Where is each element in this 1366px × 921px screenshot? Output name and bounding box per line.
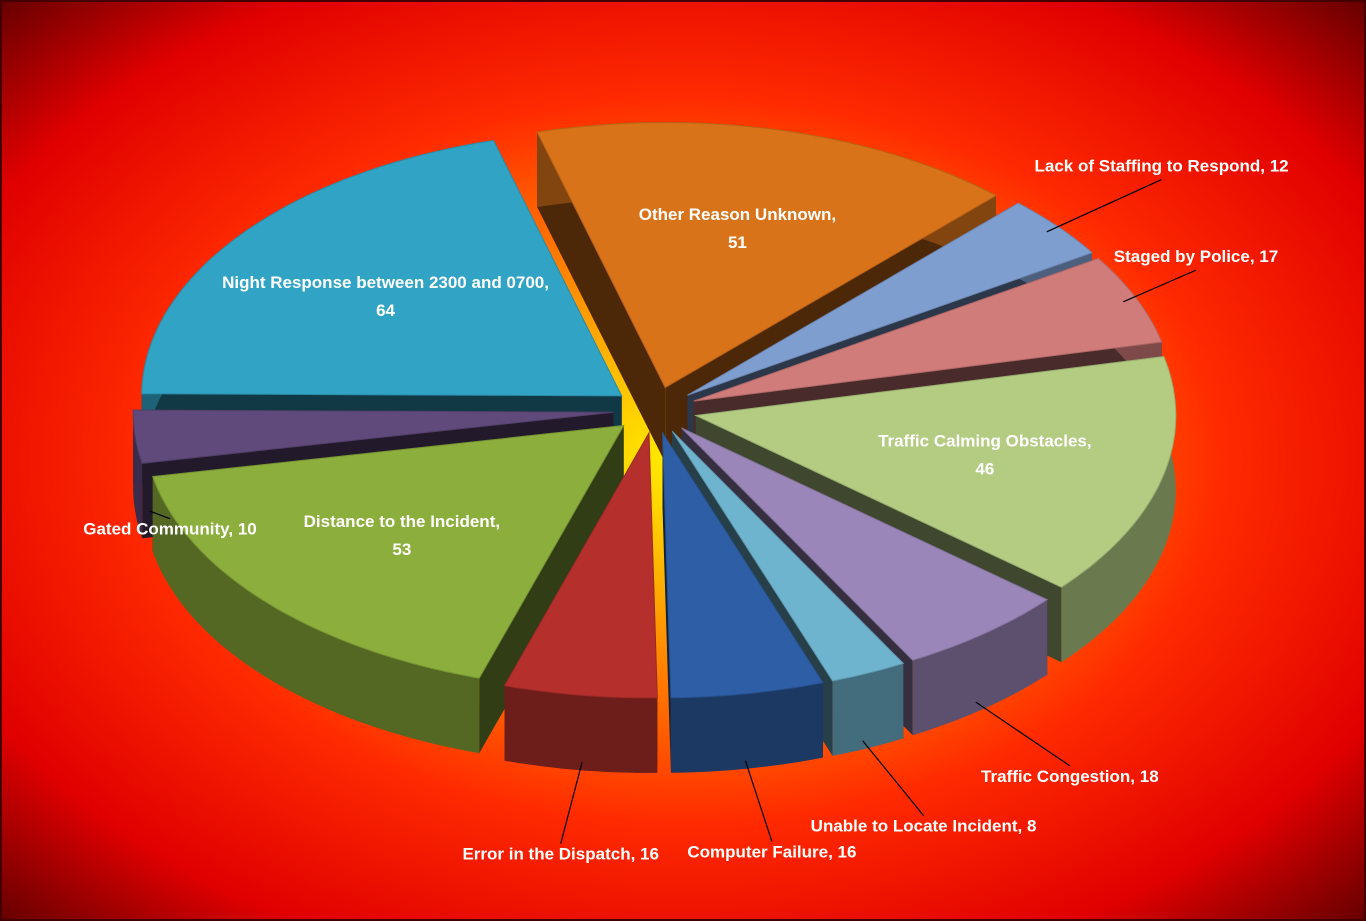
data-label: Staged by Police, 17 bbox=[1114, 248, 1278, 267]
data-label-category: Distance to the Incident, bbox=[304, 512, 500, 531]
slice-wall bbox=[832, 663, 904, 756]
slice-top bbox=[694, 355, 1177, 588]
slice-wall bbox=[504, 685, 658, 773]
data-label-category: Computer Failure, bbox=[687, 843, 837, 862]
leader-line bbox=[1046, 178, 1162, 233]
data-label-value: 46 bbox=[975, 460, 994, 479]
slice-wall bbox=[152, 476, 480, 754]
slice-top bbox=[132, 409, 614, 464]
data-label-value: 17 bbox=[1259, 248, 1278, 267]
data-label: Traffic Calming Obstacles, 46 bbox=[878, 432, 1092, 479]
leader-line bbox=[862, 740, 925, 817]
data-label: Other Reason Unknown, 51 bbox=[639, 206, 836, 253]
slice-side bbox=[662, 432, 671, 773]
data-label-category: Lack of Staffing to Respond, bbox=[1035, 157, 1270, 176]
data-label-value: 8 bbox=[1027, 817, 1036, 836]
slice-wall bbox=[912, 599, 1048, 736]
slice-top bbox=[536, 121, 998, 389]
slice-wall bbox=[670, 682, 823, 773]
slice bbox=[152, 424, 625, 754]
data-label-value: 18 bbox=[1140, 767, 1159, 786]
slice-wall bbox=[133, 410, 143, 539]
slice-top bbox=[681, 427, 1049, 661]
data-label: Gated Community, 10 bbox=[83, 520, 257, 539]
data-label-category: Error in the Dispatch, bbox=[462, 845, 640, 864]
slice-top bbox=[661, 431, 824, 699]
data-label: Night Response between 2300 and 0700, 64 bbox=[222, 273, 549, 320]
data-label: Traffic Congestion, 18 bbox=[981, 767, 1159, 786]
data-label-value: 64 bbox=[376, 301, 395, 320]
data-label-value: 53 bbox=[392, 540, 411, 559]
leader-line bbox=[560, 762, 583, 844]
data-label: Computer Failure, 16 bbox=[687, 843, 856, 862]
data-label-value: 10 bbox=[238, 520, 257, 539]
slice-side bbox=[537, 132, 666, 463]
slice-wall bbox=[1061, 356, 1176, 663]
slice-top bbox=[503, 431, 658, 699]
data-label-value: 51 bbox=[728, 234, 747, 253]
data-label: Unable to Locate Incident, 8 bbox=[811, 817, 1037, 836]
leader-line bbox=[1123, 269, 1197, 303]
data-label: Lack of Staffing to Respond, 12 bbox=[1035, 157, 1289, 176]
data-label-category: Gated Community, bbox=[83, 520, 238, 539]
leader-line bbox=[149, 510, 171, 520]
data-label-category: Night Response between 2300 and 0700, bbox=[222, 273, 549, 292]
data-label: Distance to the Incident, 53 bbox=[304, 512, 500, 559]
data-label-value: 12 bbox=[1270, 157, 1289, 176]
slice-top bbox=[693, 257, 1163, 402]
leader-line bbox=[975, 701, 1071, 767]
data-label-category: Traffic Congestion, bbox=[981, 767, 1140, 786]
slice-top bbox=[141, 139, 623, 397]
data-label-category: Staged by Police, bbox=[1114, 248, 1260, 267]
leader-line bbox=[744, 760, 773, 842]
data-label-value: 16 bbox=[838, 843, 857, 862]
slice-top bbox=[152, 424, 625, 679]
slice bbox=[503, 431, 658, 773]
slice-top bbox=[671, 430, 905, 682]
data-label-value: 16 bbox=[640, 845, 659, 864]
data-label-category: Traffic Calming Obstacles, bbox=[878, 432, 1092, 451]
data-label-category: Unable to Locate Incident, bbox=[811, 817, 1027, 836]
data-label: Error in the Dispatch, 16 bbox=[462, 845, 659, 864]
data-label-category: Other Reason Unknown, bbox=[639, 206, 836, 225]
slice bbox=[661, 431, 824, 773]
